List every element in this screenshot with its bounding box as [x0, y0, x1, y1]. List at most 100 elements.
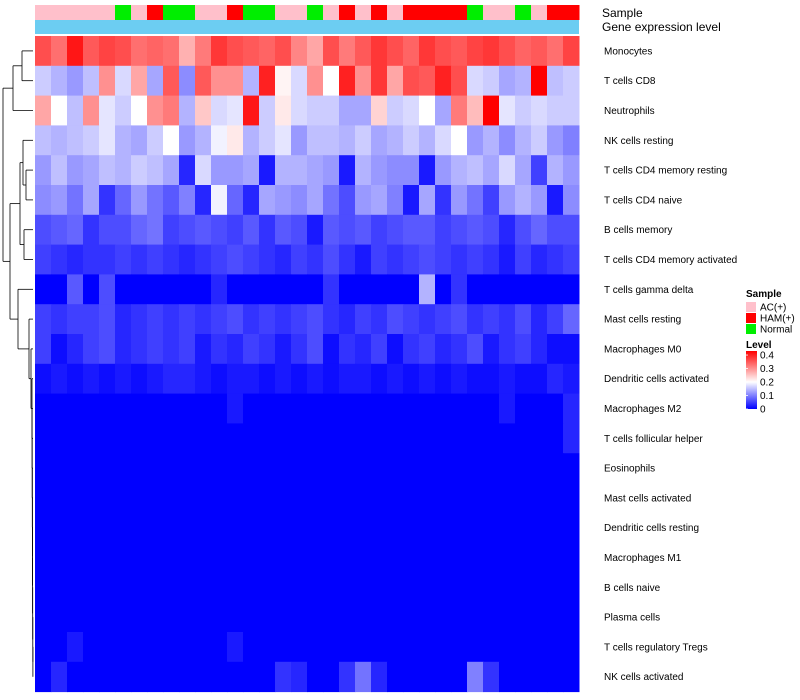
heatmap-cell [339, 244, 356, 275]
heatmap-cell [195, 244, 212, 275]
heatmap-cell [67, 274, 84, 305]
heatmap-cell [131, 95, 148, 126]
heatmap-cell [131, 274, 148, 305]
heatmap-cell [355, 423, 372, 454]
heatmap-cell [435, 632, 452, 663]
heatmap-cell [499, 602, 516, 633]
sample-annotation-cell [195, 5, 212, 20]
heatmap-cell [179, 65, 196, 97]
heatmap-cell [115, 155, 132, 186]
heatmap-cell [371, 393, 388, 424]
heatmap-cell [515, 214, 532, 246]
heatmap-cell [115, 423, 132, 454]
heatmap-cell [211, 632, 228, 663]
heatmap-cell [467, 95, 484, 126]
heatmap-cell [131, 632, 148, 663]
heatmap-cell [195, 304, 212, 335]
heatmap-cell [403, 393, 420, 424]
heatmap-cell [419, 36, 436, 67]
heatmap-cell [307, 95, 324, 126]
heatmap-cell [275, 363, 292, 395]
heatmap-cell [179, 155, 196, 186]
heatmap-cell [499, 661, 516, 693]
heatmap-cell [179, 512, 196, 544]
heatmap-cell [99, 453, 116, 484]
heatmap-cell [211, 274, 228, 305]
heatmap-cell [35, 453, 52, 484]
heatmap-cell [147, 572, 164, 603]
heatmap-cell [227, 572, 244, 603]
heatmap-cell [563, 363, 580, 395]
heatmap-cell [499, 304, 516, 335]
heatmap-cell [499, 483, 516, 514]
heatmap-cell [179, 185, 196, 216]
heatmap-cell [195, 334, 212, 365]
heatmap-cell [163, 125, 180, 156]
heatmap-cell [67, 334, 84, 365]
legend-tick-label: 0 [760, 405, 766, 416]
heatmap-cell [115, 244, 132, 275]
heatmap-cell [291, 393, 308, 424]
heatmap-cell [259, 304, 276, 335]
heatmap-cell [547, 155, 564, 186]
heatmap-cell [195, 36, 212, 67]
row-label: Monocytes [604, 46, 652, 57]
heatmap-cell [547, 423, 564, 454]
heatmap-cell [259, 274, 276, 305]
heatmap-cell [51, 185, 68, 216]
heatmap-cell [259, 125, 276, 156]
sample-annotation-cell [83, 5, 100, 20]
heatmap-cell [291, 542, 308, 573]
heatmap-cell [387, 214, 404, 246]
heatmap-cell [179, 334, 196, 365]
heatmap-cell [451, 185, 468, 216]
heatmap-cell [451, 453, 468, 484]
heatmap-cell [531, 393, 548, 424]
heatmap-cell [451, 423, 468, 454]
legend-tick-label: 0.3 [760, 364, 774, 375]
heatmap-cell [435, 304, 452, 335]
heatmap-cell [419, 423, 436, 454]
heatmap-cell [83, 185, 100, 216]
heatmap-cell [563, 36, 580, 67]
heatmap-cell [531, 274, 548, 305]
heatmap-cell [51, 632, 68, 663]
heatmap-cell [99, 602, 116, 633]
sample-annotation-cell [339, 5, 356, 20]
heatmap-cell [259, 155, 276, 186]
heatmap-cell [355, 393, 372, 424]
heatmap-cell [51, 334, 68, 365]
heatmap-cell [179, 244, 196, 275]
heatmap-cell [307, 453, 324, 484]
heatmap-cell [67, 453, 84, 484]
heatmap-cell [83, 65, 100, 97]
heatmap-cell [515, 542, 532, 573]
expression-annotation-bar [35, 20, 579, 34]
legend-swatch [746, 324, 756, 334]
legend-entry-label: AC(+) [760, 303, 786, 314]
heatmap-cell [99, 572, 116, 603]
heatmap-cell [115, 483, 132, 514]
row-label: Macrophages M2 [604, 404, 682, 415]
heatmap-cell [99, 512, 116, 544]
heatmap-cell [291, 304, 308, 335]
heatmap-cell [275, 572, 292, 603]
heatmap-cell [163, 423, 180, 454]
row-label: T cells CD4 memory activated [604, 255, 737, 266]
heatmap-cell [131, 185, 148, 216]
heatmap-cell [419, 542, 436, 573]
heatmap-cell [179, 483, 196, 514]
heatmap-cell [307, 274, 324, 305]
heatmap-cell [259, 632, 276, 663]
heatmap-cell [371, 214, 388, 246]
heatmap-cell [163, 95, 180, 126]
sample-annotation-cell [99, 5, 116, 20]
heatmap-cell [195, 185, 212, 216]
heatmap-cell [35, 423, 52, 454]
heatmap-cell [83, 602, 100, 633]
heatmap-cell [499, 95, 516, 126]
sample-annotation-cell [291, 5, 308, 20]
heatmap-cell [435, 185, 452, 216]
heatmap-cell [403, 632, 420, 663]
heatmap-cell [211, 125, 228, 156]
